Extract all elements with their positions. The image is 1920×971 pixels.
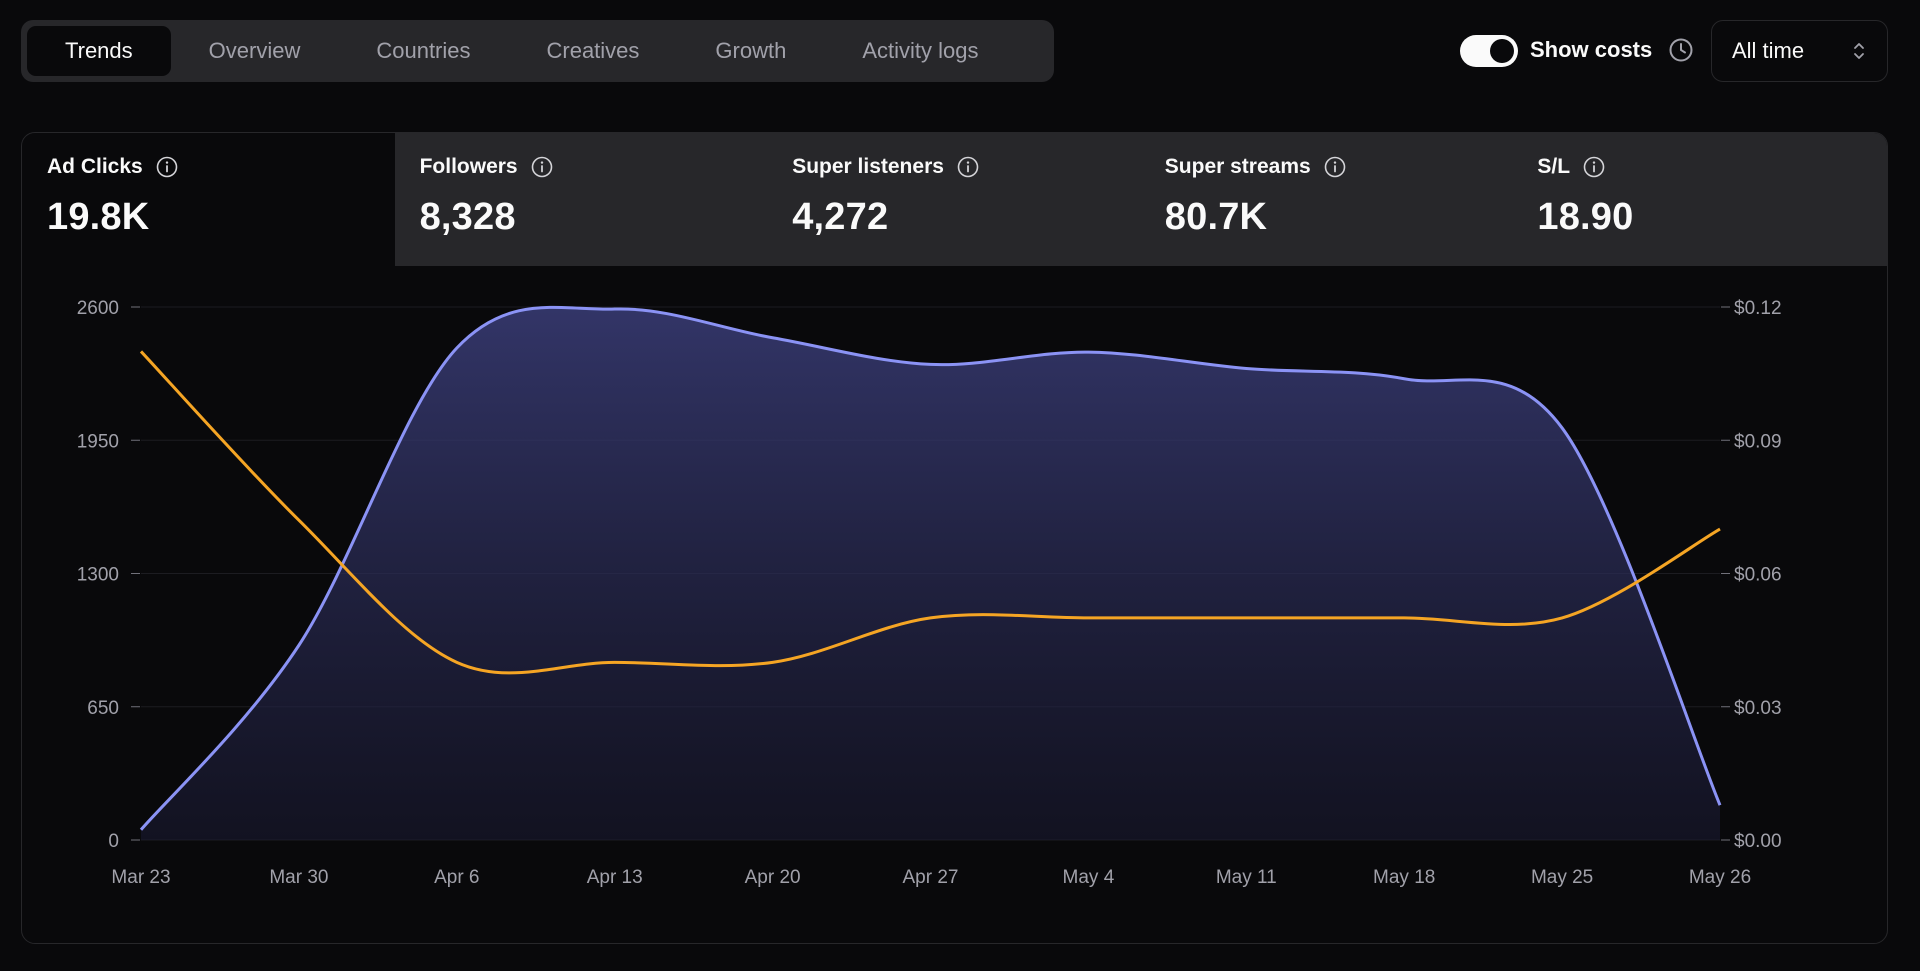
metric-label: Followers bbox=[419, 155, 518, 178]
time-range-value: All time bbox=[1732, 38, 1805, 63]
metric-value: 19.8K bbox=[47, 196, 150, 238]
y-left-tick-label: 650 bbox=[87, 698, 119, 719]
tab-trends[interactable]: Trends bbox=[27, 26, 171, 76]
x-tick-label: Apr 27 bbox=[903, 867, 959, 888]
y-right-tick-label: $0.06 bbox=[1734, 565, 1782, 586]
y-right-tick-label: $0.09 bbox=[1734, 431, 1782, 452]
series-line bbox=[139, 350, 1721, 675]
metric-label: S/L bbox=[1537, 155, 1571, 178]
tab-creatives[interactable]: Creatives bbox=[546, 38, 640, 63]
tab-activity-logs[interactable]: Activity logs bbox=[862, 38, 979, 63]
x-tick-label: Apr 6 bbox=[434, 867, 479, 888]
y-right-tick-label: $0.00 bbox=[1734, 831, 1782, 852]
y-right-tick-label: $0.12 bbox=[1734, 298, 1782, 319]
metric-super-listeners[interactable]: Super listeners 4,272 bbox=[767, 133, 1140, 266]
y-left-tick-label: 1300 bbox=[77, 565, 119, 586]
metric-label: Ad Clicks bbox=[47, 155, 143, 178]
series-area bbox=[141, 307, 1720, 840]
metric-s-l[interactable]: S/L 18.90 bbox=[1512, 133, 1887, 266]
tab-growth[interactable]: Growth bbox=[715, 38, 787, 63]
metric-super-streams[interactable]: Super streams 80.7K bbox=[1140, 133, 1513, 266]
clock-icon[interactable] bbox=[1668, 37, 1694, 63]
metric-label: Super streams bbox=[1164, 155, 1311, 178]
info-icon[interactable] bbox=[155, 155, 179, 179]
show-costs-toggle[interactable] bbox=[1460, 35, 1518, 67]
tab-countries[interactable]: Countries bbox=[376, 38, 471, 63]
metric-value: 80.7K bbox=[1164, 196, 1268, 238]
x-tick-label: May 26 bbox=[1689, 867, 1751, 888]
y-right-tick-label: $0.03 bbox=[1734, 698, 1782, 719]
y-left-tick-label: 2600 bbox=[77, 298, 119, 319]
x-tick-label: Apr 13 bbox=[587, 867, 643, 888]
metric-tabs: Ad Clicks 19.8K Followers 8,328 Super li… bbox=[22, 133, 1887, 266]
toggle-knob bbox=[1490, 39, 1514, 63]
y-left-tick-label: 0 bbox=[108, 831, 119, 852]
info-icon[interactable] bbox=[956, 155, 980, 179]
info-icon[interactable] bbox=[1582, 155, 1606, 179]
info-icon[interactable] bbox=[1323, 155, 1347, 179]
time-range-select[interactable]: All time bbox=[1711, 20, 1888, 82]
info-icon[interactable] bbox=[530, 155, 554, 179]
x-tick-label: Mar 23 bbox=[111, 867, 170, 888]
metric-ad-clicks[interactable]: Ad Clicks 19.8K bbox=[22, 133, 395, 266]
show-costs-label: Show costs bbox=[1530, 37, 1653, 62]
chevron-up-down-icon bbox=[1854, 43, 1864, 59]
x-tick-label: May 25 bbox=[1531, 867, 1593, 888]
x-tick-label: Mar 30 bbox=[269, 867, 328, 888]
y-left-tick-label: 1950 bbox=[77, 431, 119, 452]
x-tick-label: Apr 20 bbox=[745, 867, 801, 888]
tab-bar: Trends Overview Countries Creatives Grow… bbox=[21, 20, 1054, 82]
tab-overview[interactable]: Overview bbox=[208, 38, 301, 63]
metric-value: 8,328 bbox=[419, 196, 516, 238]
metric-followers[interactable]: Followers 8,328 bbox=[395, 133, 768, 266]
x-tick-label: May 11 bbox=[1216, 867, 1277, 888]
trends-card: Ad Clicks 19.8K Followers 8,328 Super li… bbox=[21, 132, 1888, 944]
metric-value: 18.90 bbox=[1537, 196, 1634, 238]
metric-value: 4,272 bbox=[792, 196, 889, 238]
x-tick-label: May 18 bbox=[1373, 867, 1435, 888]
x-tick-label: May 4 bbox=[1063, 867, 1115, 888]
metric-label: Super listeners bbox=[792, 155, 944, 178]
